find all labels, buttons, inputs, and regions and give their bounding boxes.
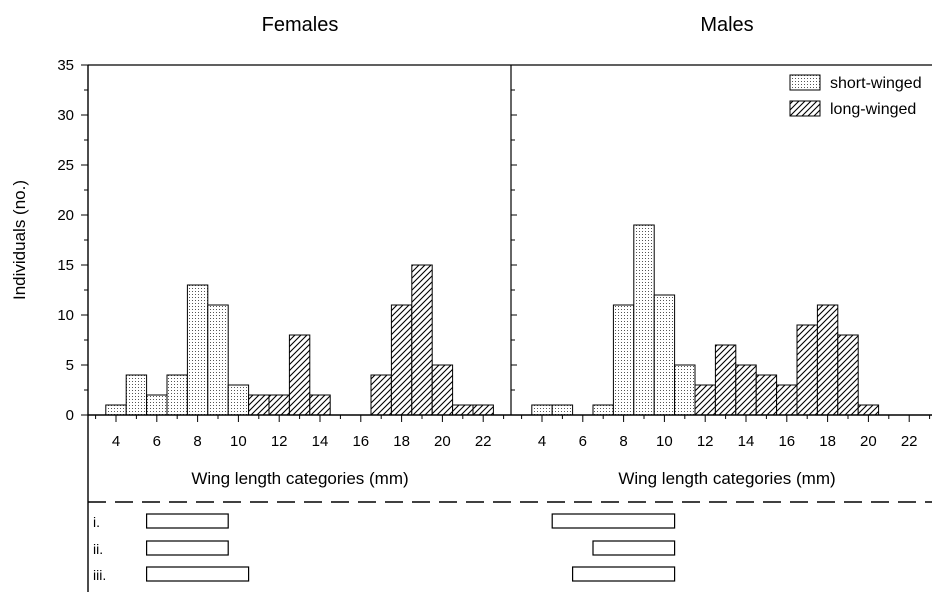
x-tick-label-males-22: 22 <box>901 433 918 450</box>
y-tick-label-5: 5 <box>66 357 74 374</box>
legend-label-short-winged: short-winged <box>830 75 922 92</box>
bar-females-14mm <box>309 394 331 416</box>
x-tick-label-females-12: 12 <box>271 433 288 450</box>
legend-label-long-winged: long-winged <box>830 101 916 118</box>
range-bar-males-3 <box>571 566 676 582</box>
legend-swatch-long-winged <box>789 100 821 117</box>
range-label-3: iii. <box>93 567 106 583</box>
x-tick-label-males-6: 6 <box>579 433 587 450</box>
bar-females-6mm <box>146 394 168 416</box>
x-axis-title-females: Wing length categories (mm) <box>191 469 408 488</box>
x-tick-label-males-8: 8 <box>619 433 627 450</box>
bar-males-15mm <box>755 374 778 416</box>
range-label-1: i. <box>93 514 100 530</box>
y-tick-label-20: 20 <box>57 207 74 224</box>
legend: short-winged long-winged <box>789 74 922 118</box>
x-tick-label-females-22: 22 <box>475 433 492 450</box>
y-tick-label-30: 30 <box>57 107 74 124</box>
bar-females-5mm <box>125 374 148 416</box>
legend-swatch-short-winged <box>789 74 821 91</box>
range-bar-males-2 <box>592 540 676 556</box>
y-tick-label-0: 0 <box>66 407 74 424</box>
panel-title-females: Females <box>262 14 339 36</box>
bar-females-11mm <box>248 394 270 416</box>
bar-males-17mm <box>796 324 818 416</box>
bar-females-10mm <box>227 384 250 416</box>
x-tick-label-females-14: 14 <box>312 433 329 450</box>
bar-males-13mm <box>714 344 737 416</box>
bar-males-12mm <box>694 384 716 416</box>
bar-males-7mm <box>592 404 614 416</box>
x-tick-label-males-10: 10 <box>656 433 673 450</box>
bar-females-18mm <box>390 304 413 416</box>
x-tick-label-females-16: 16 <box>352 433 369 450</box>
bar-females-13mm <box>288 334 311 416</box>
x-tick-label-females-4: 4 <box>112 433 120 450</box>
x-tick-label-males-20: 20 <box>860 433 877 450</box>
bar-females-4mm <box>105 404 127 416</box>
bar-females-19mm <box>411 264 433 416</box>
bar-males-10mm <box>653 294 676 416</box>
bar-females-12mm <box>268 394 290 416</box>
range-bar-females-3 <box>146 566 250 582</box>
bar-males-20mm <box>857 404 880 416</box>
bar-males-18mm <box>816 304 839 416</box>
range-label-2: ii. <box>93 541 103 557</box>
x-tick-label-females-6: 6 <box>153 433 161 450</box>
bar-males-8mm <box>612 304 635 416</box>
x-tick-label-males-18: 18 <box>819 433 836 450</box>
x-tick-label-females-20: 20 <box>434 433 451 450</box>
bar-males-16mm <box>776 384 798 416</box>
x-tick-label-females-8: 8 <box>193 433 201 450</box>
y-tick-label-15: 15 <box>57 257 74 274</box>
x-tick-label-males-4: 4 <box>538 433 546 450</box>
x-tick-label-females-18: 18 <box>393 433 410 450</box>
bar-males-19mm <box>837 334 859 416</box>
panel-title-males: Males <box>700 14 753 36</box>
range-bar-males-1 <box>551 513 676 529</box>
bar-males-14mm <box>735 364 757 416</box>
bar-females-9mm <box>207 304 229 416</box>
y-tick-label-35: 35 <box>57 57 74 74</box>
x-tick-label-males-16: 16 <box>778 433 795 450</box>
range-bar-females-2 <box>146 540 229 556</box>
bar-females-21mm <box>452 404 474 416</box>
x-axis-title-males: Wing length categories (mm) <box>618 469 835 488</box>
x-tick-label-males-14: 14 <box>738 433 755 450</box>
bar-females-20mm <box>431 364 454 416</box>
y-axis-title: Individuals (no.) <box>10 180 29 300</box>
bar-males-9mm <box>633 224 655 416</box>
plot-area: 0 5 10 15 20 25 30 35 4 6 8 10 12 14 16 18 20 22 i. ii. iii.… <box>57 57 932 592</box>
y-tick-label-25: 25 <box>57 157 74 174</box>
bar-females-17mm <box>370 374 392 416</box>
x-tick-label-males-12: 12 <box>697 433 714 450</box>
range-bar-females-1 <box>146 513 229 529</box>
bar-females-8mm <box>186 284 209 416</box>
bar-males-11mm <box>674 364 696 416</box>
bar-females-7mm <box>166 374 188 416</box>
y-tick-label-10: 10 <box>57 307 74 324</box>
bar-females-22mm <box>472 404 494 416</box>
bar-males-5mm <box>551 404 574 416</box>
bar-males-4mm <box>531 404 553 416</box>
x-tick-label-females-10: 10 <box>230 433 247 450</box>
